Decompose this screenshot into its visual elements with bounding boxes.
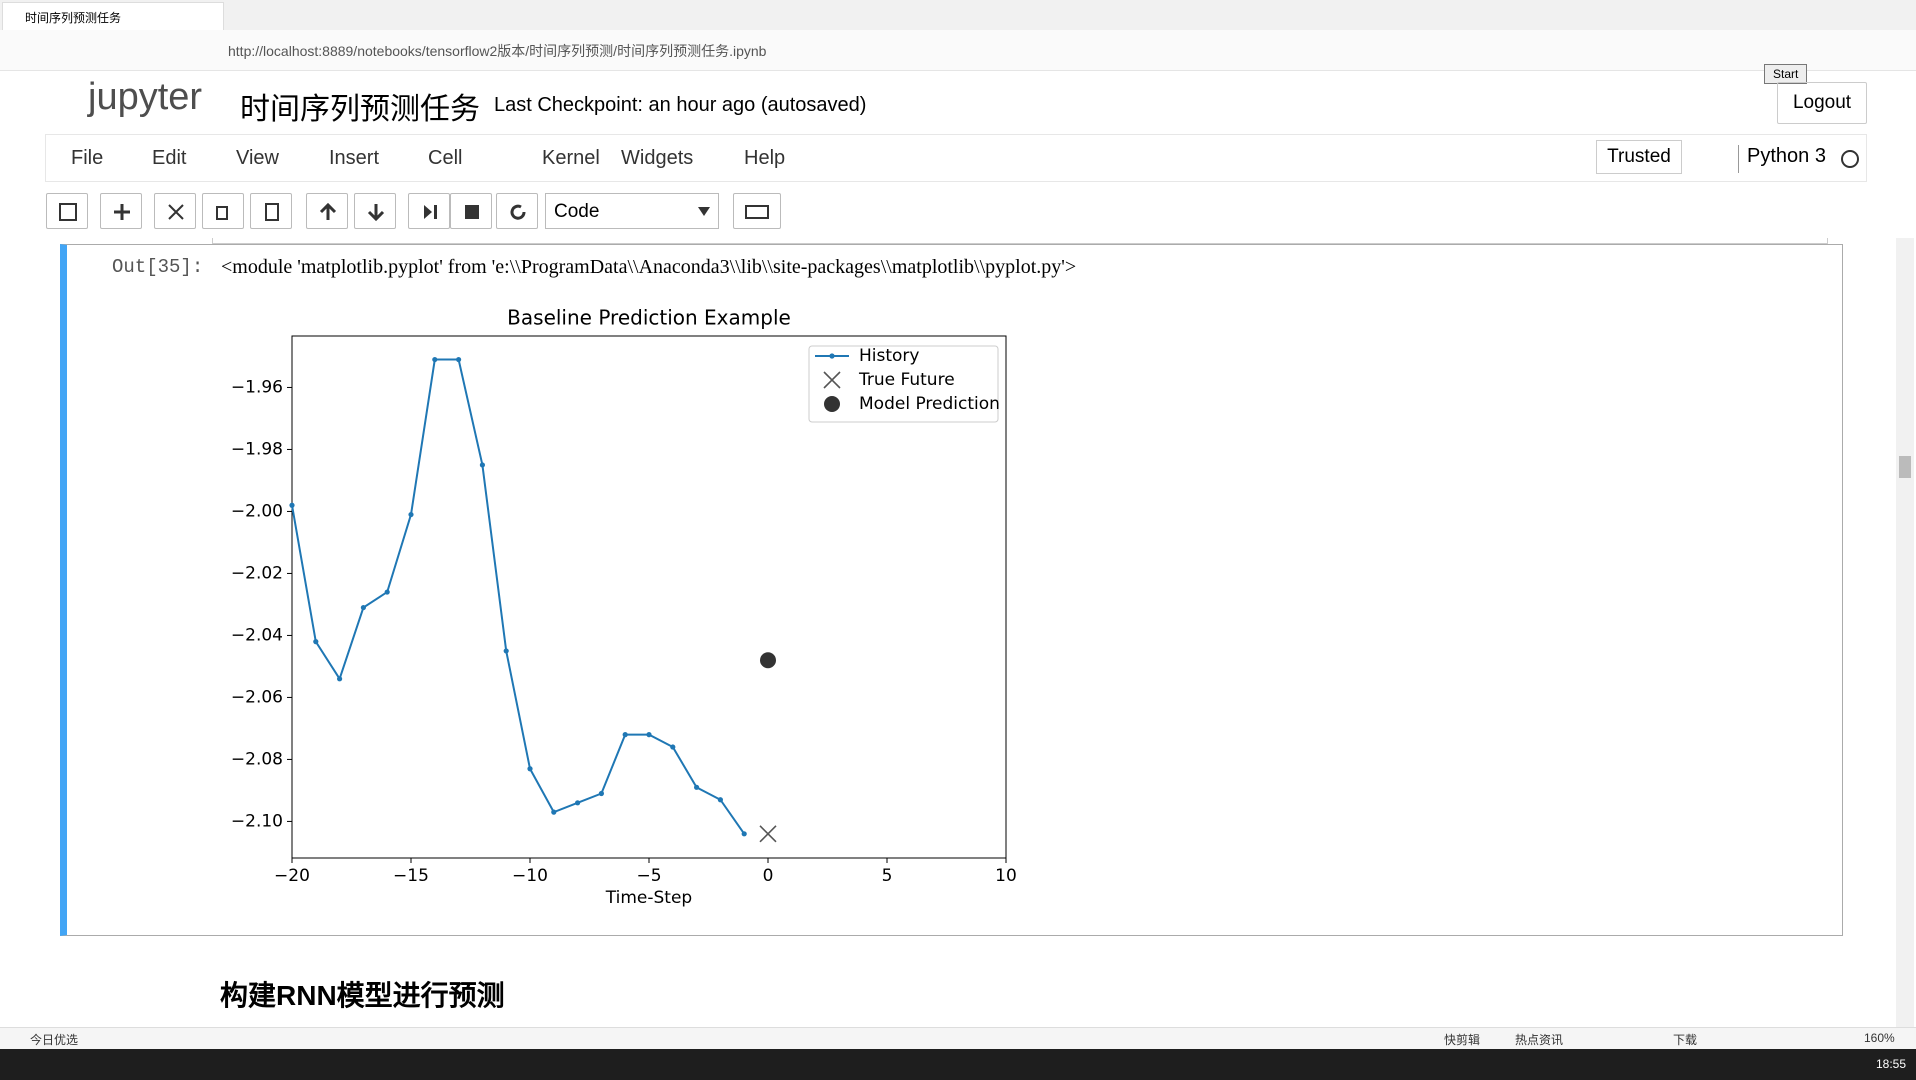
trusted-badge[interactable]: Trusted (1596, 140, 1682, 174)
legend-marker (824, 396, 840, 412)
menu-item[interactable]: File (71, 147, 104, 169)
menu-item[interactable]: Insert (329, 147, 380, 169)
restart-button[interactable] (496, 193, 538, 229)
status-item[interactable]: 下载 (1673, 1033, 1698, 1047)
output-cell[interactable] (60, 244, 1843, 936)
legend-label: True Future (858, 370, 955, 390)
data-point (313, 639, 319, 645)
status-left[interactable]: 今日优选 (30, 1033, 79, 1047)
x-tick-label: 0 (763, 866, 774, 886)
address-bar: http://localhost:8889/notebooks/tensorfl… (0, 30, 1916, 71)
menu-item[interactable]: Help (744, 147, 786, 169)
data-point (360, 604, 366, 611)
x-tick-label: −15 (393, 866, 429, 886)
legend-label: History (859, 346, 919, 366)
legend-marker (823, 371, 841, 389)
menu-item[interactable]: View (236, 147, 279, 169)
insert-button[interactable] (100, 193, 142, 229)
y-tick-label: −2.06 (231, 687, 283, 707)
checkpoint: Last Checkpoint: an hour ago (autosaved) (494, 94, 867, 116)
y-tick-label: −2.00 (231, 501, 283, 521)
clock: 18:55 (1876, 1057, 1907, 1071)
cut-button[interactable] (154, 193, 196, 229)
y-tick-label: −1.96 (231, 377, 283, 397)
data-point (551, 809, 557, 815)
tab-bar: 时间序列预测任务 (0, 0, 1916, 31)
data-point (759, 825, 777, 843)
logout-button[interactable]: Logout (1777, 82, 1867, 124)
y-tick-label: −2.04 (231, 625, 283, 645)
data-point (432, 356, 438, 363)
legend-marker (829, 353, 835, 359)
status-item[interactable]: 热点资讯 (1515, 1033, 1564, 1047)
kernel-name: Python 3 (1738, 145, 1826, 173)
stop-button[interactable] (450, 193, 492, 229)
status-bar: 今日优选 快剪辑 热点资讯 下载 160% (0, 1027, 1916, 1049)
data-point (337, 676, 343, 682)
data-point (598, 790, 604, 797)
x-tick-label: −10 (512, 866, 548, 886)
series-line (291, 358, 746, 835)
menu-item[interactable]: Edit (152, 147, 187, 169)
y-tick-label: −2.10 (231, 811, 283, 831)
jupyter-logo[interactable]: jupyter (88, 76, 203, 118)
menu-item[interactable]: Widgets (621, 147, 694, 169)
data-point (622, 732, 628, 738)
cell-type: Code (554, 201, 600, 222)
chart-title: Baseline Prediction Example (507, 306, 791, 330)
data-point (760, 652, 776, 669)
notebook-title[interactable]: 时间序列预测任务 (240, 93, 480, 126)
x-axis-label: Time-Step (605, 888, 692, 908)
data-point (408, 511, 414, 518)
tab[interactable]: 时间序列预测任务 (2, 2, 224, 31)
markdown-heading: 构建RNN模型进行预测 (220, 980, 505, 1011)
tooltip: Start (1764, 64, 1808, 84)
data-point (384, 589, 390, 595)
y-tick-label: −2.08 (231, 749, 283, 769)
kernel-indicator (1841, 150, 1859, 168)
menu-bar: File Edit View Insert Cell Kernel Widget… (45, 134, 1867, 182)
url[interactable]: http://localhost:8889/notebooks/tensorfl… (228, 43, 767, 59)
output-prompt: Out[35]: (112, 256, 204, 278)
x-tick-label: 5 (882, 866, 893, 886)
menu-item[interactable]: Kernel (542, 147, 600, 169)
y-tick-label: −2.02 (231, 563, 283, 583)
tab-title: 时间序列预测任务 (25, 11, 122, 25)
data-point (289, 502, 295, 508)
data-point (456, 356, 462, 363)
keyboard-button[interactable] (733, 193, 781, 229)
legend-label: Model Prediction (859, 394, 1000, 414)
data-point (479, 462, 485, 468)
chart: Baseline Prediction Example Time-Step −2… (231, 306, 1017, 909)
data-point (741, 831, 747, 837)
data-point (646, 732, 652, 738)
status-item[interactable]: 快剪辑 (1444, 1033, 1481, 1047)
data-point (694, 784, 700, 790)
output-text: <module 'matplotlib.pyplot' from 'e:\\Pr… (221, 256, 1077, 278)
paste-button[interactable] (250, 193, 292, 229)
save-button[interactable] (46, 193, 88, 229)
zoom[interactable]: 160% (1864, 1031, 1895, 1045)
cell-edge (212, 238, 1828, 244)
data-point (670, 744, 676, 750)
data-point (527, 766, 533, 772)
x-tick-label: 10 (995, 866, 1017, 886)
taskbar: 18:55 (0, 1049, 1916, 1080)
legend-box (808, 345, 999, 423)
cell-type-select[interactable]: Code (545, 193, 719, 229)
data-point (575, 800, 581, 806)
y-tick-label: −1.98 (231, 439, 283, 459)
move-down-button[interactable] (354, 193, 396, 229)
scrollbar[interactable] (1896, 238, 1914, 1028)
menu-item[interactable]: Cell (428, 147, 463, 169)
x-tick-label: −20 (274, 866, 310, 886)
x-tick-label: −5 (636, 866, 661, 886)
data-point (717, 797, 724, 803)
run-button[interactable] (408, 193, 450, 229)
move-up-button[interactable] (306, 193, 348, 229)
data-point (503, 648, 509, 654)
copy-button[interactable] (202, 193, 244, 229)
